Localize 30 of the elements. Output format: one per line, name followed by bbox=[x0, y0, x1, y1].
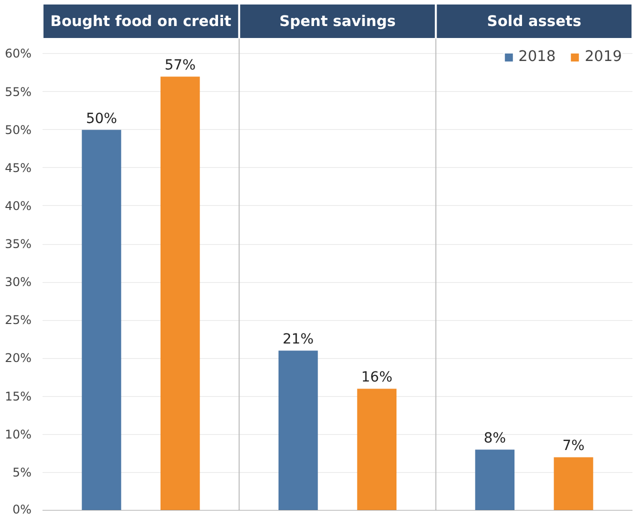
data-label: 50% bbox=[86, 110, 118, 127]
y-tick-label: 0% bbox=[12, 502, 32, 516]
legend-label: 2019 bbox=[584, 48, 622, 65]
y-tick-label: 10% bbox=[4, 427, 32, 442]
y-tick-label: 15% bbox=[4, 389, 32, 404]
bar bbox=[357, 388, 396, 510]
data-label: 21% bbox=[282, 332, 314, 348]
y-tick-label: 30% bbox=[4, 275, 32, 290]
data-label: 8% bbox=[484, 430, 506, 447]
y-tick-label: 25% bbox=[4, 313, 32, 328]
bar bbox=[554, 457, 594, 510]
x-tick-label: Bought food on credit bbox=[50, 13, 232, 30]
y-tick-label: 5% bbox=[12, 465, 32, 480]
data-label: 16% bbox=[361, 370, 392, 386]
y-tick-label: 35% bbox=[4, 237, 32, 252]
y-tick-label: 45% bbox=[4, 160, 32, 175]
bar bbox=[475, 450, 514, 510]
y-tick-label: 60% bbox=[4, 46, 32, 61]
x-tick-label: Spent savings bbox=[279, 13, 396, 30]
bar bbox=[278, 350, 318, 510]
y-tick-label: 55% bbox=[4, 84, 32, 99]
bar bbox=[82, 130, 122, 510]
bar bbox=[160, 76, 200, 510]
y-tick-label: 20% bbox=[4, 351, 32, 366]
x-tick-label: Sold assets bbox=[487, 13, 582, 30]
data-label: 57% bbox=[164, 58, 196, 74]
data-label: 7% bbox=[562, 438, 585, 454]
y-tick-label: 50% bbox=[4, 122, 32, 137]
y-tick-label: 40% bbox=[4, 198, 32, 213]
legend-label: 2018 bbox=[518, 48, 556, 65]
